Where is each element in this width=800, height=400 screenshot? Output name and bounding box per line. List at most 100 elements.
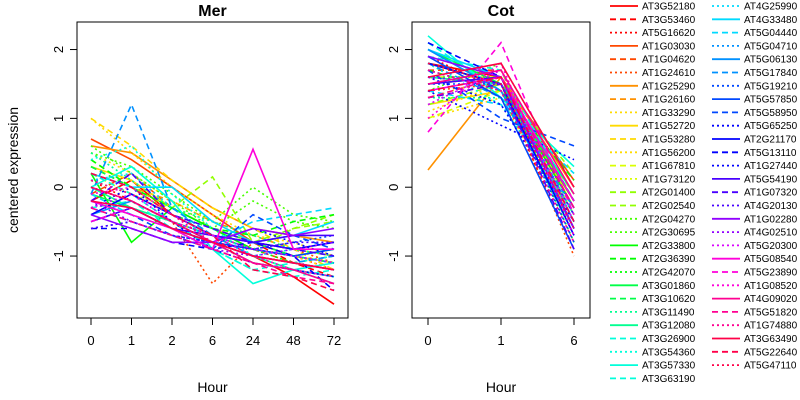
x-tick-label: 1 — [128, 333, 135, 348]
legend-label: AT2G33800 — [642, 241, 696, 252]
legend-item: AT1G56200 — [610, 148, 696, 159]
legend-item: AT5G22640 — [712, 347, 798, 358]
x-tick-label: 2 — [168, 333, 175, 348]
legend-item: AT5G04440 — [712, 28, 798, 39]
legend-item: AT5G23890 — [712, 268, 798, 279]
legend-label: AT5G13110 — [744, 148, 797, 159]
legend-label: AT1G26160 — [642, 95, 696, 106]
legend-label: AT5G19210 — [744, 81, 798, 92]
legend-item: AT5G19210 — [712, 81, 798, 92]
series-line-at5g23890 — [427, 41, 575, 216]
legend-item: AT1G03030 — [610, 41, 696, 52]
panel-mer: 0 1 2 6 24 48 72 -1 0 1 2 Mer Hour centered expressio… — [5, 3, 349, 395]
legend-item: AT3G10620 — [610, 294, 696, 305]
legend-item: AT5G47110 — [712, 361, 797, 372]
legend-label: AT5G16620 — [642, 28, 696, 39]
legend-label: AT4G02510 — [744, 228, 798, 239]
legend-label: AT1G33290 — [642, 108, 696, 119]
series-line-at5g47110 — [427, 62, 575, 229]
legend-label: AT5G04440 — [744, 28, 798, 39]
legend-label: AT1G52720 — [642, 121, 696, 132]
series-line-at5g13110 — [91, 227, 335, 292]
legend-label: AT4G20130 — [744, 201, 798, 212]
legend-item: AT1G25290 — [610, 81, 696, 92]
legend-item: AT1G04620 — [610, 55, 696, 66]
series-line-at2g36390 — [90, 159, 335, 237]
legend-label: AT1G27440 — [744, 161, 798, 172]
legend-label: AT5G17840 — [744, 68, 798, 79]
legend-item: AT1G33290 — [610, 108, 696, 119]
legend-item: AT2G42070 — [610, 268, 696, 279]
legend-item: AT2G21170 — [712, 135, 797, 146]
legend-item: AT1G52720 — [610, 121, 696, 132]
legend-item: AT2G33800 — [610, 241, 696, 252]
legend-label: AT1G03030 — [642, 41, 696, 52]
legend-label: AT2G42070 — [642, 268, 696, 279]
legend-item: AT5G51820 — [712, 307, 798, 318]
series-line-at4g09020 — [427, 69, 575, 195]
y-tick-label: 0 — [51, 184, 66, 191]
y-tick-label: -1 — [386, 250, 401, 262]
legend-item: AT1G53280 — [610, 135, 696, 146]
y-tick-label: 1 — [51, 115, 66, 122]
legend-label: AT3G10620 — [642, 294, 696, 305]
legend-item: AT5G08540 — [712, 254, 798, 265]
x-tick-label: 0 — [87, 333, 94, 348]
legend-label: AT3G57330 — [642, 361, 696, 372]
legend-item: AT3G12080 — [610, 321, 696, 332]
legend-label: AT2G36390 — [642, 254, 696, 265]
legend-item: AT4G25990 — [712, 2, 798, 13]
legend-label: AT1G25290 — [642, 81, 696, 92]
series-line-at2g04270 — [90, 152, 335, 223]
series-line-at3g63490 — [90, 200, 335, 271]
y-tick-label: 2 — [386, 46, 401, 53]
x-tick-label: 6 — [209, 333, 216, 348]
legend-item: AT1G24610 — [610, 68, 696, 79]
series-line-at5g23890 — [90, 207, 335, 271]
legend-item: AT3G53460 — [610, 15, 696, 26]
legend-item: AT1G02280 — [712, 214, 798, 225]
series-line-at2g01400 — [90, 165, 335, 244]
x-tick-label: 1 — [497, 333, 504, 348]
legend-label: AT4G09020 — [744, 294, 798, 305]
legend-label: AT3G63490 — [744, 334, 798, 345]
x-tick-label: 24 — [246, 333, 260, 348]
legend-label: AT3G01860 — [642, 281, 696, 292]
chart-title: Cot — [488, 3, 515, 20]
legend-label: AT5G51820 — [744, 307, 798, 318]
legend-label: AT3G54360 — [642, 347, 696, 358]
legend-label: AT3G52180 — [642, 2, 696, 13]
legend-item: AT3G57330 — [610, 361, 696, 372]
legend-label: AT5G23890 — [744, 268, 798, 279]
legend-item: AT3G63490 — [712, 334, 798, 345]
series-line-at3g63490 — [427, 62, 575, 188]
legend-item: AT5G58950 — [712, 108, 798, 119]
legend-item: AT1G27440 — [712, 161, 798, 172]
legend-label: AT3G11490 — [642, 307, 695, 318]
legend-item: AT3G54360 — [610, 347, 696, 358]
legend-item: AT2G02540 — [610, 201, 696, 212]
legend-label: AT4G33480 — [744, 15, 798, 26]
legend-label: AT3G63190 — [642, 374, 696, 385]
legend-label: AT5G57850 — [744, 95, 798, 106]
y-tick-label: 2 — [51, 46, 66, 53]
series-line-at5g04440 — [427, 90, 575, 174]
legend-label: AT5G08540 — [744, 254, 798, 265]
legend-item: AT4G02510 — [712, 228, 798, 239]
x-tick-label: 0 — [424, 333, 431, 348]
legend-item: AT4G33480 — [712, 15, 798, 26]
legend-item: AT3G26900 — [610, 334, 696, 345]
legend-item: AT1G67810 — [610, 161, 696, 172]
legend-label: AT5G47110 — [744, 361, 797, 372]
x-axis-label: Hour — [197, 379, 228, 395]
legend-item: AT2G04270 — [610, 214, 696, 225]
legend-label: AT3G53460 — [642, 15, 696, 26]
legend-label: AT5G06130 — [744, 55, 798, 66]
x-axis-label: Hour — [486, 379, 517, 395]
legend-item: AT5G06130 — [712, 55, 798, 66]
legend-label: AT2G04270 — [642, 214, 696, 225]
legend-item: AT3G52180 — [610, 2, 696, 13]
series-line-at1g56200 — [90, 152, 335, 271]
legend-label: AT5G22640 — [744, 347, 798, 358]
legend-label: AT1G53280 — [642, 135, 696, 146]
